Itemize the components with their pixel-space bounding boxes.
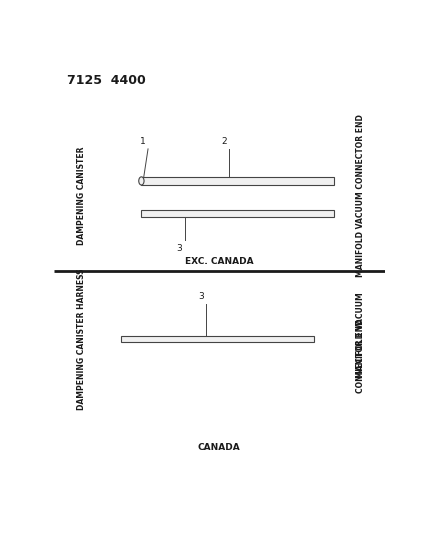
- Text: CONNECTOR END: CONNECTOR END: [356, 318, 365, 393]
- Bar: [122, 336, 314, 342]
- Text: 7125  4400: 7125 4400: [67, 74, 146, 87]
- Text: DAMPENING CANISTER: DAMPENING CANISTER: [77, 146, 86, 245]
- Text: MANIFOLD VACUUM CONNECTOR END: MANIFOLD VACUUM CONNECTOR END: [356, 114, 365, 277]
- Text: 3: 3: [176, 244, 182, 253]
- Text: 1: 1: [140, 137, 146, 146]
- Text: 2: 2: [222, 137, 227, 146]
- Bar: [141, 211, 334, 217]
- Bar: [141, 177, 334, 184]
- Text: MANIFOLD VACUUM: MANIFOLD VACUUM: [356, 292, 365, 378]
- Text: CANADA: CANADA: [198, 443, 241, 452]
- Text: DAMPENING CANISTER HARNESS: DAMPENING CANISTER HARNESS: [77, 268, 86, 410]
- Text: EXC. CANADA: EXC. CANADA: [185, 257, 254, 266]
- Ellipse shape: [139, 177, 144, 185]
- Text: 3: 3: [198, 292, 204, 301]
